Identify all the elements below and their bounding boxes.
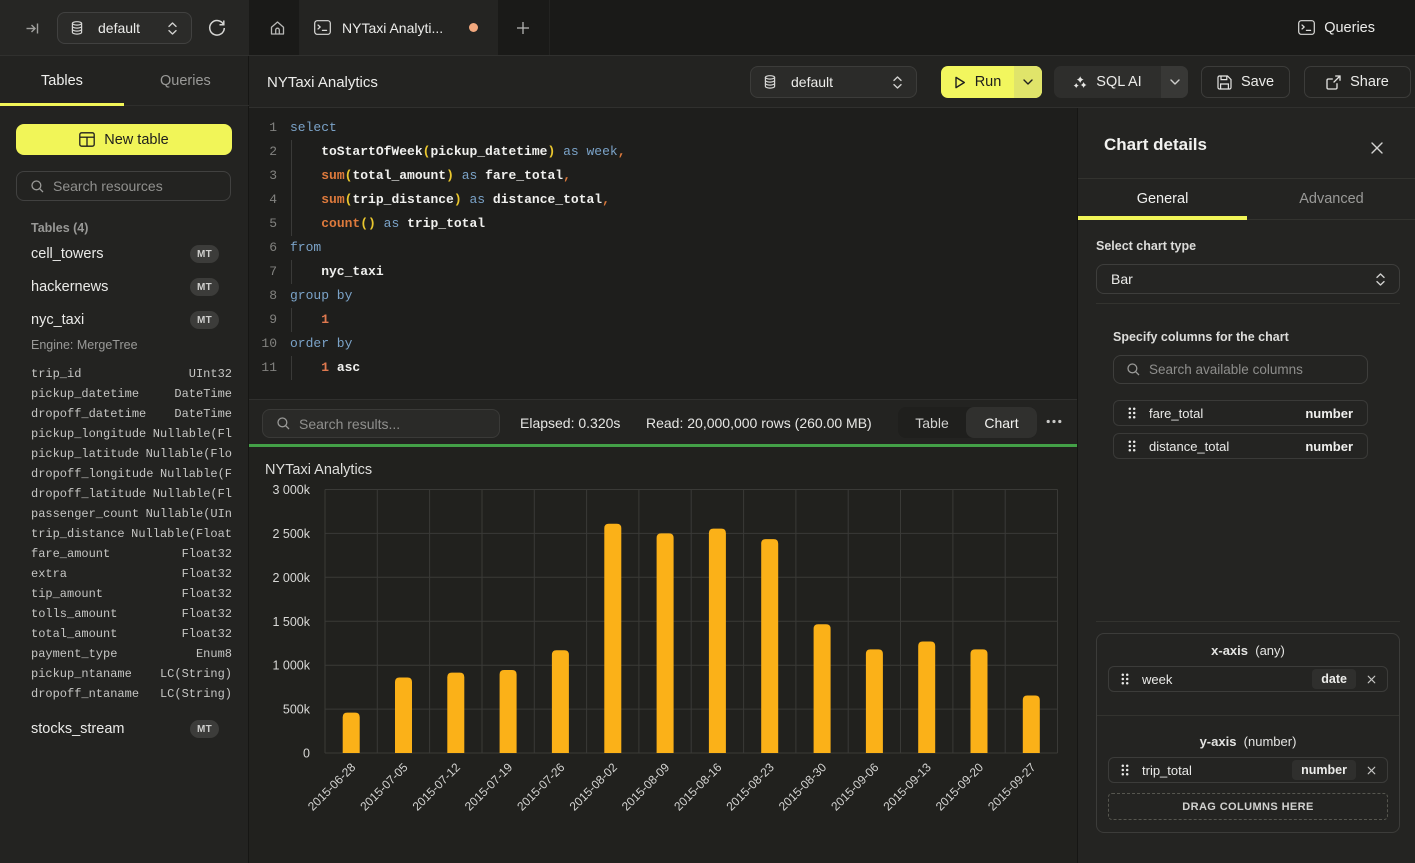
svg-text:2015-08-02: 2015-08-02 — [567, 760, 621, 814]
svg-text:2015-08-23: 2015-08-23 — [724, 760, 778, 814]
svg-text:2 500k: 2 500k — [272, 527, 310, 541]
svg-text:NYTaxi Analytics: NYTaxi Analytics — [265, 462, 372, 478]
svg-text:1 000k: 1 000k — [272, 659, 310, 673]
svg-text:3 000k: 3 000k — [272, 483, 310, 497]
svg-text:2015-06-28: 2015-06-28 — [305, 760, 359, 814]
svg-text:2015-07-12: 2015-07-12 — [410, 760, 464, 814]
svg-text:500k: 500k — [283, 703, 311, 717]
svg-text:2015-07-26: 2015-07-26 — [514, 760, 568, 814]
svg-text:2015-07-19: 2015-07-19 — [462, 760, 516, 814]
svg-text:2015-09-06: 2015-09-06 — [828, 760, 882, 814]
svg-text:0: 0 — [303, 747, 310, 761]
svg-text:2015-07-05: 2015-07-05 — [357, 760, 411, 814]
svg-text:2015-08-30: 2015-08-30 — [776, 760, 830, 814]
svg-text:1 500k: 1 500k — [272, 615, 310, 629]
svg-text:2 000k: 2 000k — [272, 571, 310, 585]
svg-text:2015-08-16: 2015-08-16 — [671, 760, 725, 814]
svg-text:2015-09-20: 2015-09-20 — [933, 760, 987, 814]
svg-text:2015-09-13: 2015-09-13 — [881, 760, 935, 814]
svg-text:2015-08-09: 2015-08-09 — [619, 760, 673, 814]
svg-text:2015-09-27: 2015-09-27 — [985, 760, 1039, 814]
